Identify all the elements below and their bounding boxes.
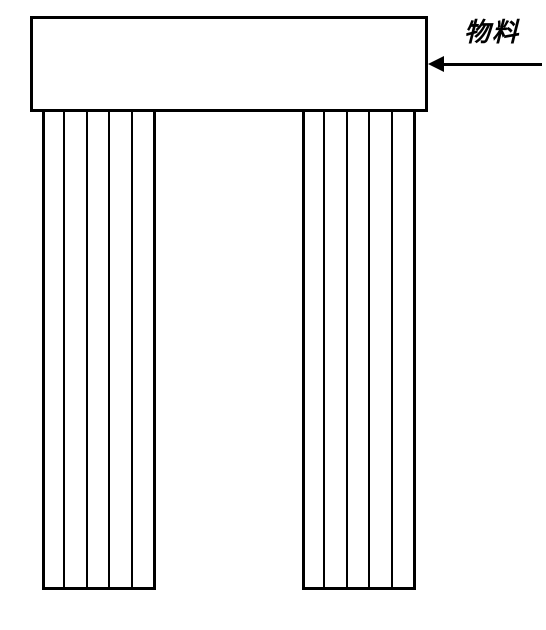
material-arrow bbox=[428, 56, 542, 72]
column-stripe bbox=[393, 112, 416, 590]
arrow-head-icon bbox=[428, 56, 444, 72]
right-column bbox=[302, 112, 416, 590]
column-stripe bbox=[302, 112, 325, 590]
column-stripe bbox=[88, 112, 111, 590]
column-stripe bbox=[325, 112, 348, 590]
column-stripe bbox=[348, 112, 371, 590]
column-stripe bbox=[65, 112, 88, 590]
top-box bbox=[30, 16, 428, 112]
material-label: 物料 bbox=[464, 12, 520, 49]
column-stripe bbox=[133, 112, 156, 590]
column-stripe bbox=[370, 112, 393, 590]
arrow-line bbox=[444, 63, 542, 66]
left-column bbox=[42, 112, 156, 590]
column-stripe bbox=[110, 112, 133, 590]
column-stripe bbox=[42, 112, 65, 590]
